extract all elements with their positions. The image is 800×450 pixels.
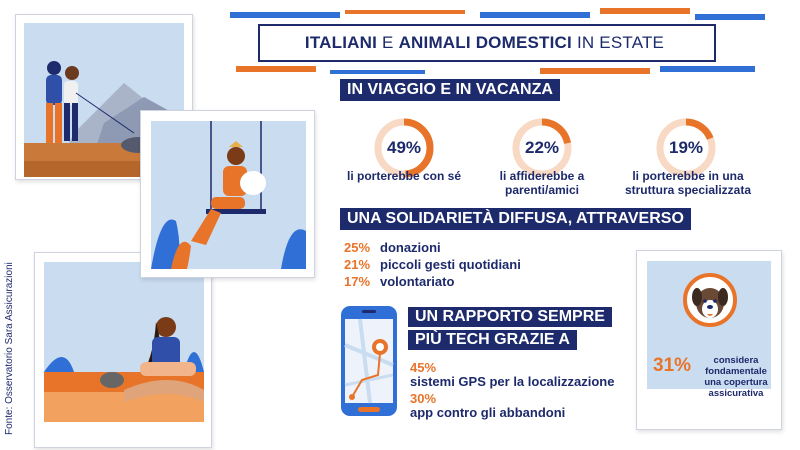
tech-label: sistemi GPS per la localizzazione bbox=[410, 374, 615, 389]
illustration-woman-yoga bbox=[44, 262, 204, 422]
solidarity-item: 17% volontariato bbox=[344, 274, 454, 289]
phone-gps-icon bbox=[341, 306, 397, 416]
donut-chart bbox=[512, 118, 572, 178]
stat-ring-1: 49% bbox=[372, 116, 436, 180]
photo-woman-yoga bbox=[34, 252, 212, 448]
stat-value: 22% bbox=[524, 138, 560, 157]
solidarity-value: 17% bbox=[344, 274, 371, 289]
title-decoration bbox=[695, 14, 765, 20]
title-decoration bbox=[345, 10, 465, 14]
donut-chart bbox=[656, 118, 716, 178]
stat-caption: li porterebbe con sé bbox=[346, 169, 462, 183]
title-decoration bbox=[660, 66, 755, 72]
insurance-card: 31% considera fondamentale una copertura… bbox=[636, 250, 782, 430]
stat-caption: li porterebbe in una struttura specializ… bbox=[624, 169, 752, 197]
stat-ring-3: 19% bbox=[654, 116, 718, 180]
donut-arc bbox=[512, 118, 572, 178]
solidarity-label: donazioni bbox=[380, 240, 441, 255]
tech-heading-line1: UN RAPPORTO SEMPRE bbox=[408, 307, 612, 327]
tech-value: 45% bbox=[410, 360, 437, 375]
solidarity-item: 25% donazioni bbox=[344, 240, 441, 255]
title-decoration bbox=[540, 68, 650, 74]
title-decoration bbox=[236, 66, 316, 72]
solidarity-value: 21% bbox=[344, 257, 371, 272]
solidarity-heading: UNA SOLIDARIETÀ DIFFUSA, ATTRAVERSO bbox=[340, 208, 691, 230]
tech-label: app contro gli abbandoni bbox=[410, 405, 566, 420]
solidarity-label: volontariato bbox=[380, 274, 455, 289]
title-part-4: IN ESTATE bbox=[576, 33, 665, 52]
stat-ring-2: 22% bbox=[510, 116, 574, 180]
donut-arc bbox=[656, 118, 716, 178]
title-part-2: E bbox=[382, 33, 394, 52]
title-part-3: ANIMALI DOMESTICI bbox=[398, 33, 572, 52]
insurance-panel: 31% considera fondamentale una copertura… bbox=[647, 261, 771, 399]
stat-value: 19% bbox=[668, 138, 704, 157]
tech-value: 30% bbox=[410, 391, 437, 406]
title-decoration bbox=[480, 12, 590, 18]
illustration-woman-swing bbox=[151, 121, 306, 269]
source-note: Fonte: Osservatorio Sara Assicurazioni bbox=[4, 262, 15, 435]
title-decoration bbox=[330, 70, 425, 74]
title-decoration bbox=[600, 8, 690, 14]
tech-heading-line2: PIÙ TECH GRAZIE A bbox=[408, 330, 577, 350]
page-title: ITALIANI E ANIMALI DOMESTICI IN ESTATE bbox=[258, 24, 716, 62]
insurance-caption: considera fondamentale una copertura ass… bbox=[704, 355, 768, 399]
stat-value: 49% bbox=[386, 138, 422, 157]
solidarity-value: 25% bbox=[344, 240, 371, 255]
insurance-value: 31% bbox=[653, 355, 692, 376]
travel-heading: IN VIAGGIO E IN VACANZA bbox=[340, 79, 560, 101]
photo-woman-swing-dog bbox=[140, 110, 315, 278]
title-part-1: ITALIANI bbox=[304, 33, 378, 52]
donut-chart bbox=[374, 118, 434, 178]
solidarity-item: 21% piccoli gesti quotidiani bbox=[344, 257, 521, 272]
stat-caption: li affiderebbe a parenti/amici bbox=[499, 169, 585, 197]
donut-arc bbox=[374, 118, 434, 178]
title-decoration bbox=[230, 12, 340, 18]
solidarity-label: piccoli gesti quotidiani bbox=[380, 257, 521, 272]
dog-icon bbox=[683, 273, 737, 327]
